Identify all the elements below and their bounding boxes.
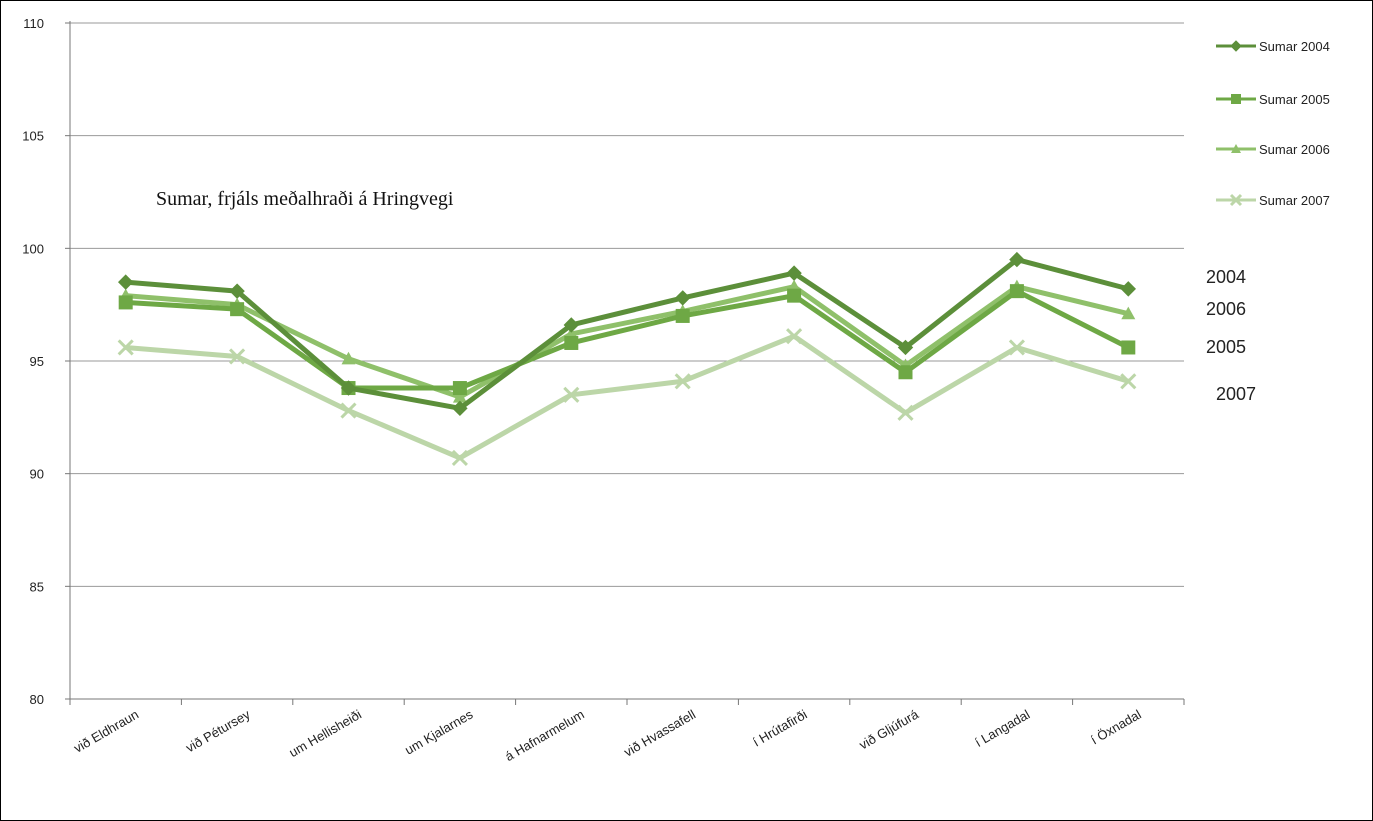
category-label: við Gljúfurá (857, 706, 922, 752)
y-tick-label: 85 (30, 579, 44, 594)
x-marker-stroke (897, 404, 914, 421)
x-marker (1008, 339, 1025, 356)
square-marker (675, 308, 690, 323)
category-label: við Eldhraun (71, 707, 141, 756)
y-tick-label: 90 (30, 467, 44, 482)
series-lines (117, 251, 1137, 466)
y-tick-label: 95 (30, 354, 44, 369)
diamond-marker (786, 265, 802, 281)
y-tick-label: 105 (22, 129, 44, 144)
diamond-marker (1120, 281, 1137, 297)
triangle-marker (341, 351, 356, 365)
x-marker-stroke (117, 339, 134, 356)
diamond-marker (1230, 40, 1242, 52)
x-marker (451, 449, 468, 466)
diamond-marker (563, 317, 580, 333)
x-marker-stroke (1008, 339, 1025, 356)
legend-label: Sumar 2007 (1259, 193, 1330, 208)
diamond-marker (117, 274, 134, 290)
y-tick-label: 100 (22, 241, 44, 256)
square-marker (898, 365, 913, 380)
x-marker-stroke (563, 386, 580, 403)
x-marker (786, 328, 803, 345)
x-marker (674, 373, 691, 390)
category-label: við Hvassafell (621, 707, 698, 760)
series-2007 (117, 328, 1137, 466)
x-marker (1120, 373, 1137, 390)
category-label: á Hafnarmelum (502, 707, 586, 764)
end-labels: 2004 2005 2006 2007 (1206, 267, 1256, 404)
y-tick-label: 80 (30, 692, 44, 707)
end-label-2006: 2006 (1206, 299, 1246, 319)
end-label-2007: 2007 (1216, 384, 1256, 404)
diamond-marker (229, 283, 245, 299)
x-marker (229, 348, 246, 365)
square-marker (1009, 284, 1024, 299)
end-label-2004: 2004 (1206, 267, 1246, 287)
series-line (125, 288, 1130, 391)
diamond-marker (452, 400, 468, 417)
triangle-marker (1231, 144, 1241, 153)
series-line (125, 257, 1129, 411)
category-label: um Kjalarnes (402, 706, 476, 757)
legend-label: Sumar 2006 (1259, 142, 1330, 157)
x-marker (563, 386, 580, 403)
square-marker (787, 288, 802, 303)
square-marker (1231, 94, 1241, 104)
series-2005 (118, 284, 1136, 396)
category-label: í Langadal (972, 707, 1032, 750)
x-marker-stroke (786, 328, 803, 345)
category-label: í Öxnadal (1088, 707, 1144, 748)
chart-title: Sumar, frjáls meðalhraði á Hringvegi (156, 188, 454, 210)
square-marker (118, 295, 133, 310)
legend-item: Sumar 2005 (1216, 92, 1330, 107)
square-marker (230, 302, 245, 317)
series-2004 (117, 251, 1137, 417)
x-marker-stroke (340, 402, 357, 419)
x-marker-stroke (451, 449, 468, 466)
diamond-marker (340, 380, 357, 396)
x-marker-stroke (1120, 373, 1137, 390)
gridlines (70, 22, 1184, 587)
x-marker-stroke (674, 373, 691, 390)
category-label: í Hrútafirði (750, 707, 810, 750)
x-marker-stroke (229, 348, 246, 365)
x-marker-stroke (1229, 193, 1243, 207)
category-label: um Hellisheiði (286, 707, 364, 761)
series-line (125, 333, 1130, 461)
series-line (125, 284, 1129, 400)
diamond-marker (897, 339, 914, 356)
square-marker (452, 381, 467, 396)
x-marker (340, 402, 357, 419)
legend-item: Sumar 2004 (1216, 39, 1330, 54)
square-marker (564, 335, 579, 350)
diamond-marker (674, 290, 691, 306)
legend-item: Sumar 2006 (1216, 142, 1330, 157)
square-marker (1121, 340, 1136, 355)
diamond-marker (1009, 251, 1025, 268)
category-label: við Pétursey (183, 706, 253, 755)
end-label-2005: 2005 (1206, 337, 1246, 357)
legend-label: Sumar 2004 (1259, 39, 1330, 54)
legend-label: Sumar 2005 (1259, 92, 1330, 107)
series-2006 (118, 279, 1136, 403)
legend: Sumar 2004 Sumar 2005 Sumar 2006 Sumar 2007 (1216, 39, 1330, 208)
triangle-marker (1121, 306, 1136, 320)
legend-item: Sumar 2007 (1216, 193, 1330, 208)
x-marker (897, 404, 914, 421)
triangle-marker (452, 390, 467, 403)
x-marker (117, 339, 134, 356)
y-tick-label: 110 (23, 16, 44, 31)
x-marker (1229, 193, 1243, 207)
